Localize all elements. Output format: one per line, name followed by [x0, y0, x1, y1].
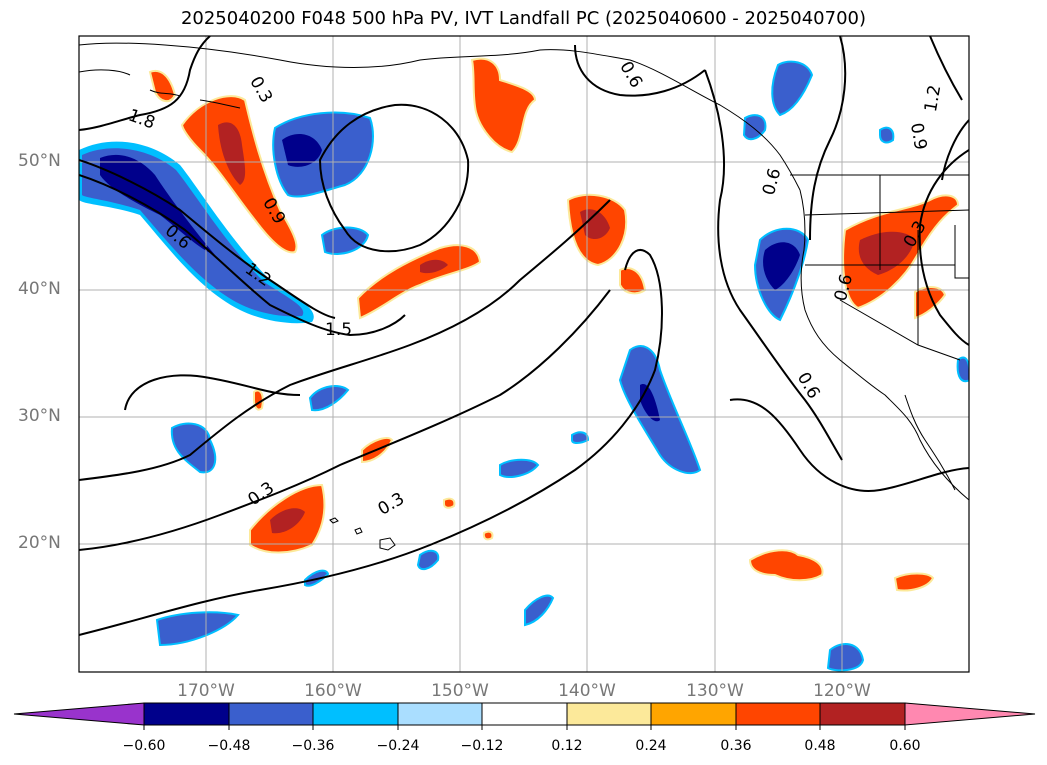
blue-patch-sw-1 — [170, 422, 217, 474]
contour-0p9-east — [918, 149, 969, 346]
lat-label-50n: 50°N — [18, 151, 61, 171]
blue-patch-small-2 — [308, 385, 350, 412]
contour-0p3-ne-small — [929, 36, 963, 101]
lat-label-40n: 40°N — [18, 279, 61, 299]
blue-patch-small-7 — [879, 126, 895, 144]
blue-patch-small-6 — [571, 431, 590, 444]
colorbar-swatch — [650, 702, 737, 726]
colorbar-swatch — [143, 702, 230, 726]
colorbar-tick-label: 0.12 — [551, 738, 583, 754]
contour-label: 1.5 — [325, 320, 352, 340]
gridlines — [79, 36, 969, 672]
lon-label-130w: 130°W — [686, 681, 744, 701]
colorbar-swatch — [312, 702, 399, 726]
lat-label-20n: 20°N — [18, 533, 61, 553]
blue-patch-south-2 — [524, 594, 555, 627]
blue-patch-small-4 — [416, 549, 440, 571]
colorbar-extend-left — [13, 702, 145, 726]
coastlines — [79, 42, 969, 551]
red-patch-small-3 — [443, 497, 456, 509]
blue-patch-ne — [771, 60, 814, 117]
west-coast — [799, 189, 969, 501]
contour-label: 0.9 — [906, 121, 930, 151]
colorbar-tick-label: −0.12 — [460, 738, 504, 754]
lon-label-160w: 160°W — [304, 681, 362, 701]
red-patch-south-east — [748, 549, 824, 582]
red-patch-east-small — [914, 286, 947, 320]
borders — [790, 174, 969, 361]
baja-coast — [904, 394, 956, 491]
colorbar-swatch — [397, 702, 483, 726]
contour-0p6-ne — [809, 36, 847, 241]
contour-1p8 — [79, 36, 211, 131]
lon-label-150w: 150°W — [431, 681, 489, 701]
contour-0p6-nc — [574, 44, 706, 97]
alaska-coast — [79, 42, 801, 191]
map-title: 2025040200 F048 500 hPa PV, IVT Landfall… — [180, 8, 867, 29]
lon-label-120w: 120°W — [813, 681, 871, 701]
colorbar-extend-right — [904, 702, 1036, 726]
red-patch-mid — [356, 244, 482, 320]
colorbar — [13, 702, 1036, 730]
colorbar-swatch — [228, 702, 314, 726]
colorbar-tick-label: 0.60 — [889, 738, 921, 754]
colorbar-swatch — [481, 702, 568, 726]
blue-patch-south-3 — [826, 643, 865, 672]
contour-0p6-east — [704, 69, 843, 461]
red-patch-south-east-2 — [893, 572, 935, 592]
blue-patch-small-8 — [956, 356, 969, 383]
contour-east-lower — [729, 398, 969, 492]
blue-patch-small-3 — [499, 458, 540, 478]
colorbar-tick-label: 0.24 — [635, 738, 667, 754]
contour-lower-loop — [124, 374, 301, 411]
blue-patch-south-1 — [155, 611, 240, 647]
map-frame — [78, 35, 970, 673]
lon-label-140w: 140°W — [558, 681, 616, 701]
positive-anomaly-patches — [148, 57, 960, 592]
colorbar-swatch — [566, 702, 652, 726]
colorbar-tick-label: −0.48 — [207, 738, 251, 754]
colorbar-tick-label: 0.36 — [720, 738, 752, 754]
colorbar-swatch — [819, 702, 906, 726]
colorbar-swatch — [735, 702, 821, 726]
contour-label: 1.2 — [921, 84, 945, 114]
red-patch-north-center — [470, 57, 537, 154]
pv-contours — [79, 36, 969, 636]
contour-outer-2 — [79, 174, 406, 337]
colorbar-tick-label: 0.48 — [804, 738, 836, 754]
contour-loop-center — [318, 103, 470, 253]
colorbar-tick-label: −0.36 — [291, 738, 335, 754]
colorbar-tick-label: −0.24 — [376, 738, 420, 754]
lon-label-170w: 170°W — [177, 681, 235, 701]
contour-0p3-south — [79, 249, 663, 636]
contour-outer-1 — [79, 159, 336, 319]
colorbar-tick-label: −0.60 — [122, 738, 166, 754]
contour-0p3-west — [79, 289, 611, 551]
hawaii-islands — [329, 517, 396, 551]
contour-1p2-east — [941, 119, 969, 181]
lat-label-30n: 30°N — [18, 406, 61, 426]
red-patch-small-4 — [482, 530, 494, 541]
contour-0p6-big — [79, 199, 611, 481]
aleutian-chain — [79, 69, 241, 109]
